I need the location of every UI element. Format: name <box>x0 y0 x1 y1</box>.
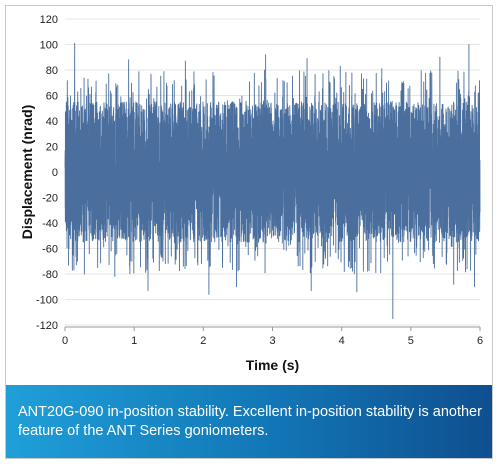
y-tick-label: 100 <box>40 40 58 52</box>
y-tick-label: 80 <box>46 65 58 77</box>
x-tick-label: 4 <box>339 335 345 347</box>
x-tick-label: 2 <box>200 335 206 347</box>
stability-chart: 120 100 80 60 40 20 0 -20 -40 -60 -80 -100 -120 0 1 2 3… <box>19 14 483 373</box>
y-tick-label: -40 <box>42 218 58 230</box>
y-tick-label: -60 <box>42 244 58 256</box>
x-tick-labels: 0 1 2 3 4 5 6 <box>62 327 483 347</box>
y-tick-label: -20 <box>42 193 58 205</box>
y-tick-label: 120 <box>40 14 58 26</box>
series-displacement <box>64 42 481 320</box>
y-tick-label: -80 <box>42 269 58 281</box>
y-tick-label: -100 <box>36 295 58 307</box>
x-tick-label: 5 <box>408 335 414 347</box>
x-tick-label: 3 <box>269 335 275 347</box>
figure-panel: 120 100 80 60 40 20 0 -20 -40 -60 -80 -100 -120 0 1 2 3… <box>5 5 493 459</box>
y-axis-title: Displacement (nrad) <box>19 105 35 240</box>
x-tick-label: 1 <box>131 335 137 347</box>
y-tick-label: 20 <box>46 142 58 154</box>
x-axis-title: Time (s) <box>246 357 299 373</box>
y-tick-label: 40 <box>46 116 58 128</box>
y-tick-labels: 120 100 80 60 40 20 0 -20 -40 -60 -80 -100 -120 <box>36 14 58 332</box>
x-tick-label: 0 <box>62 335 68 347</box>
y-tick-label: -120 <box>36 320 58 332</box>
y-tick-label: 0 <box>52 167 58 179</box>
series-line <box>64 42 481 320</box>
figure-caption: ANT20G-090 in-position stability. Excell… <box>6 385 492 458</box>
x-tick-label: 6 <box>477 335 483 347</box>
y-tick-label: 60 <box>46 91 58 103</box>
chart-area: 120 100 80 60 40 20 0 -20 -40 -60 -80 -100 -120 0 1 2 3… <box>6 6 492 382</box>
